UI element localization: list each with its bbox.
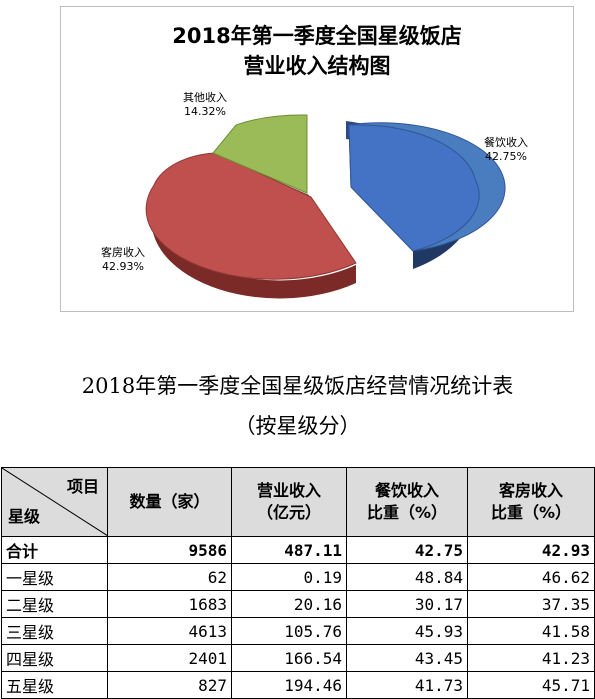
row-label: 五星级 [1, 671, 108, 699]
cell-room-share: 42.93 [467, 536, 595, 564]
table-row: 二星级 1683 20.16 30.17 37.35 [1, 590, 595, 618]
slice-value-room: 42.93% [102, 260, 144, 273]
cell-revenue: 0.19 [231, 563, 347, 591]
corner-label-star: 星级 [8, 507, 41, 526]
row-label: 合计 [1, 536, 108, 564]
cell-count: 827 [107, 671, 232, 699]
row-label: 一星级 [1, 563, 108, 591]
header-room-share: 客房收入 比重（%） [467, 467, 595, 537]
slice-label-room: 客房收入 42.93% [101, 246, 145, 274]
table-header-row: 项目 星级 数量（家） 营业收入 （亿元） 餐饮收入 比重（%） 客房收入 比重（%） [1, 467, 595, 537]
cell-food-share: 30.17 [346, 590, 468, 618]
table-row: 四星级 2401 166.54 43.45 41.23 [1, 644, 595, 672]
cell-food-share: 43.45 [346, 644, 468, 672]
cell-revenue: 487.11 [231, 536, 347, 564]
table-row-total: 合计 9586 487.11 42.75 42.93 [1, 536, 595, 564]
row-label: 二星级 [1, 590, 108, 618]
cell-count: 62 [107, 563, 232, 591]
cell-room-share: 41.58 [467, 617, 595, 645]
stats-table: 项目 星级 数量（家） 营业收入 （亿元） 餐饮收入 比重（%） 客房收入 比重（%）… [1, 467, 595, 699]
pie-slice-room [145, 152, 357, 280]
table-title-line1: 2018年第一季度全国星级饭店经营情况统计表 [81, 374, 514, 398]
slice-value-food: 42.75% [485, 150, 527, 163]
slice-name-other: 其他收入 [183, 91, 227, 104]
cell-revenue: 166.54 [231, 644, 347, 672]
cell-room-share: 41.23 [467, 644, 595, 672]
slice-label-other: 其他收入 14.32% [183, 91, 227, 119]
header-count: 数量（家） [107, 467, 232, 537]
table-row: 一星级 62 0.19 48.84 46.62 [1, 563, 595, 591]
pie-chart [145, 114, 506, 299]
cell-food-share: 41.73 [346, 671, 468, 699]
table-row: 五星级 827 194.46 41.73 45.71 [1, 671, 595, 699]
chart-title-line2: 营业收入结构图 [243, 54, 391, 78]
cell-count: 1683 [107, 590, 232, 618]
header-revenue: 营业收入 （亿元） [231, 467, 347, 537]
table-title-line2: （按星级分） [234, 414, 361, 438]
cell-room-share: 37.35 [467, 590, 595, 618]
corner-label-item: 项目 [66, 477, 99, 496]
cell-revenue: 194.46 [231, 671, 347, 699]
cell-food-share: 48.84 [346, 563, 468, 591]
slice-value-other: 14.32% [184, 105, 226, 118]
cell-revenue: 20.16 [231, 590, 347, 618]
cell-revenue: 105.76 [231, 617, 347, 645]
pie-slice-other [212, 114, 308, 194]
table-corner-header: 项目 星级 [1, 467, 108, 537]
pie-chart-frame: 2018年第一季度全国星级饭店 营业收入结构图 其他收入 14.32% 餐饮收入… [60, 6, 574, 312]
chart-title-line1: 2018年第一季度全国星级饭店 [172, 24, 462, 48]
cell-food-share: 42.75 [346, 536, 468, 564]
cell-room-share: 46.62 [467, 563, 595, 591]
cell-count: 9586 [107, 536, 232, 564]
slice-label-food: 餐饮收入 42.75% [484, 136, 528, 164]
cell-count: 2401 [107, 644, 232, 672]
cell-room-share: 45.71 [467, 671, 595, 699]
slice-name-room: 客房收入 [101, 246, 145, 259]
table-row: 三星级 4613 105.76 45.93 41.58 [1, 617, 595, 645]
slice-side-room [151, 187, 356, 299]
cell-food-share: 45.93 [346, 617, 468, 645]
pie-slice-food-b [348, 124, 480, 252]
corner-diagonal [2, 468, 108, 536]
row-label: 四星级 [1, 644, 108, 672]
row-label: 三星级 [1, 617, 108, 645]
slice-name-food: 餐饮收入 [484, 136, 528, 149]
cell-count: 4613 [107, 617, 232, 645]
header-food-share: 餐饮收入 比重（%） [346, 467, 468, 537]
